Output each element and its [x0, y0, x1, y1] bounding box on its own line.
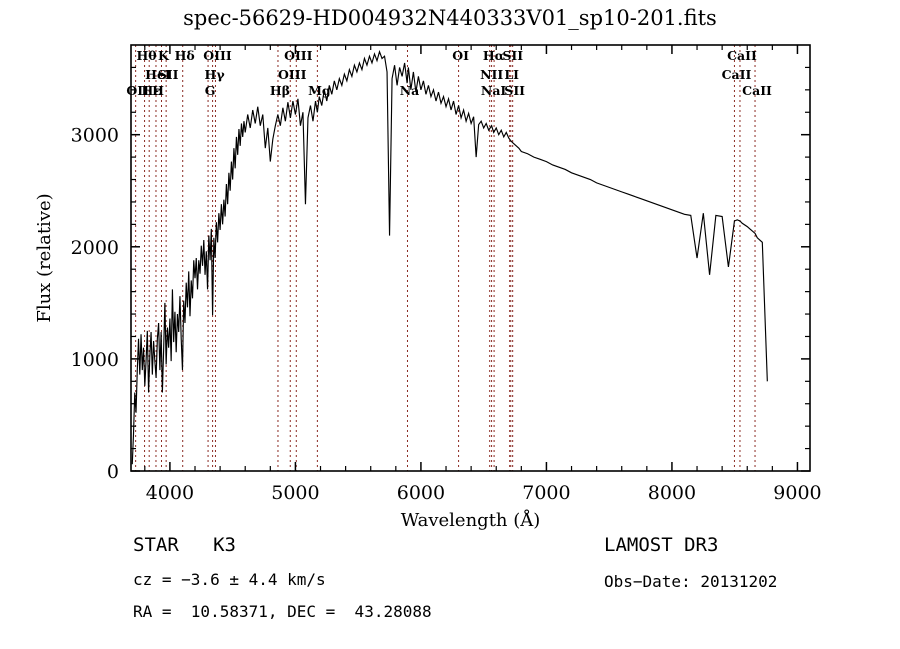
y-tick-label: 0	[107, 461, 119, 483]
obs-date-label: Obs−Date: 20131202	[604, 572, 778, 591]
x-tick-label: 5000	[271, 482, 319, 504]
spectral-line-label: Hβ	[270, 83, 290, 98]
spectral-line-label: OIII	[278, 67, 307, 82]
spectral-line-label: NII	[480, 67, 503, 82]
x-tick-label: 6000	[397, 482, 445, 504]
spectral-line-label: CaII	[727, 48, 757, 63]
tick-label-group: 4000 5000 6000 7000 8000 9000 0 1000 2000 3000	[71, 125, 822, 504]
spectral-line-label: Hδ	[175, 48, 195, 63]
figure-title: spec-56629-HD004932N440333V01_sp10-201.f…	[183, 6, 717, 30]
spectral-line-label: SII	[158, 67, 179, 82]
spectral-line-label: Mg	[308, 83, 331, 98]
coordinates-label: RA = 10.58371, DEC = 43.28088	[133, 602, 432, 621]
spectral-line-label: SII	[504, 83, 525, 98]
spectral-line-label: Hε	[141, 83, 160, 98]
tick-group	[131, 45, 810, 472]
spectral-line-label: Hα	[483, 48, 505, 63]
spectral-line-label: H	[152, 83, 164, 98]
spectral-line-label: OIII	[203, 48, 232, 63]
spectral-line-label: NaI	[481, 83, 507, 98]
spectral-line-label: Hγ	[205, 67, 226, 82]
spectral-line-label: CaII	[722, 67, 752, 82]
y-tick-label: 2000	[71, 237, 119, 259]
spectral-line-label: SII	[502, 48, 523, 63]
y-tick-label: 3000	[71, 125, 119, 147]
line-marker-group	[135, 45, 756, 471]
plot-frame	[130, 44, 811, 472]
spectral-line-label: Na	[400, 83, 420, 98]
y-axis-title: Flux (relative)	[34, 193, 55, 322]
spectral-line-label: LI	[504, 67, 519, 82]
x-tick-label: 8000	[648, 482, 696, 504]
object-class-label: STAR K3	[133, 534, 236, 556]
survey-label: LAMOST DR3	[604, 534, 719, 556]
spectral-line-label: OI	[452, 48, 469, 63]
spectral-line-label: CaII	[742, 83, 772, 98]
redshift-velocity-label: cz = −3.6 ± 4.4 km/s	[133, 570, 326, 589]
spectral-line-label: OII	[126, 83, 149, 98]
x-tick-label: 7000	[522, 482, 570, 504]
x-tick-label: 9000	[773, 482, 821, 504]
x-tick-label: 4000	[146, 482, 194, 504]
spectral-line-label: G	[205, 83, 216, 98]
x-axis-title: Wavelength (Å)	[401, 509, 541, 531]
spectral-line-label: K	[158, 48, 170, 63]
y-tick-label: 1000	[71, 349, 119, 371]
spectral-line-label: Hθ	[136, 48, 156, 63]
spectrum-trace	[131, 49, 768, 465]
spectral-line-label: OIII	[284, 48, 313, 63]
spectral-line-label: HeI	[145, 67, 171, 82]
